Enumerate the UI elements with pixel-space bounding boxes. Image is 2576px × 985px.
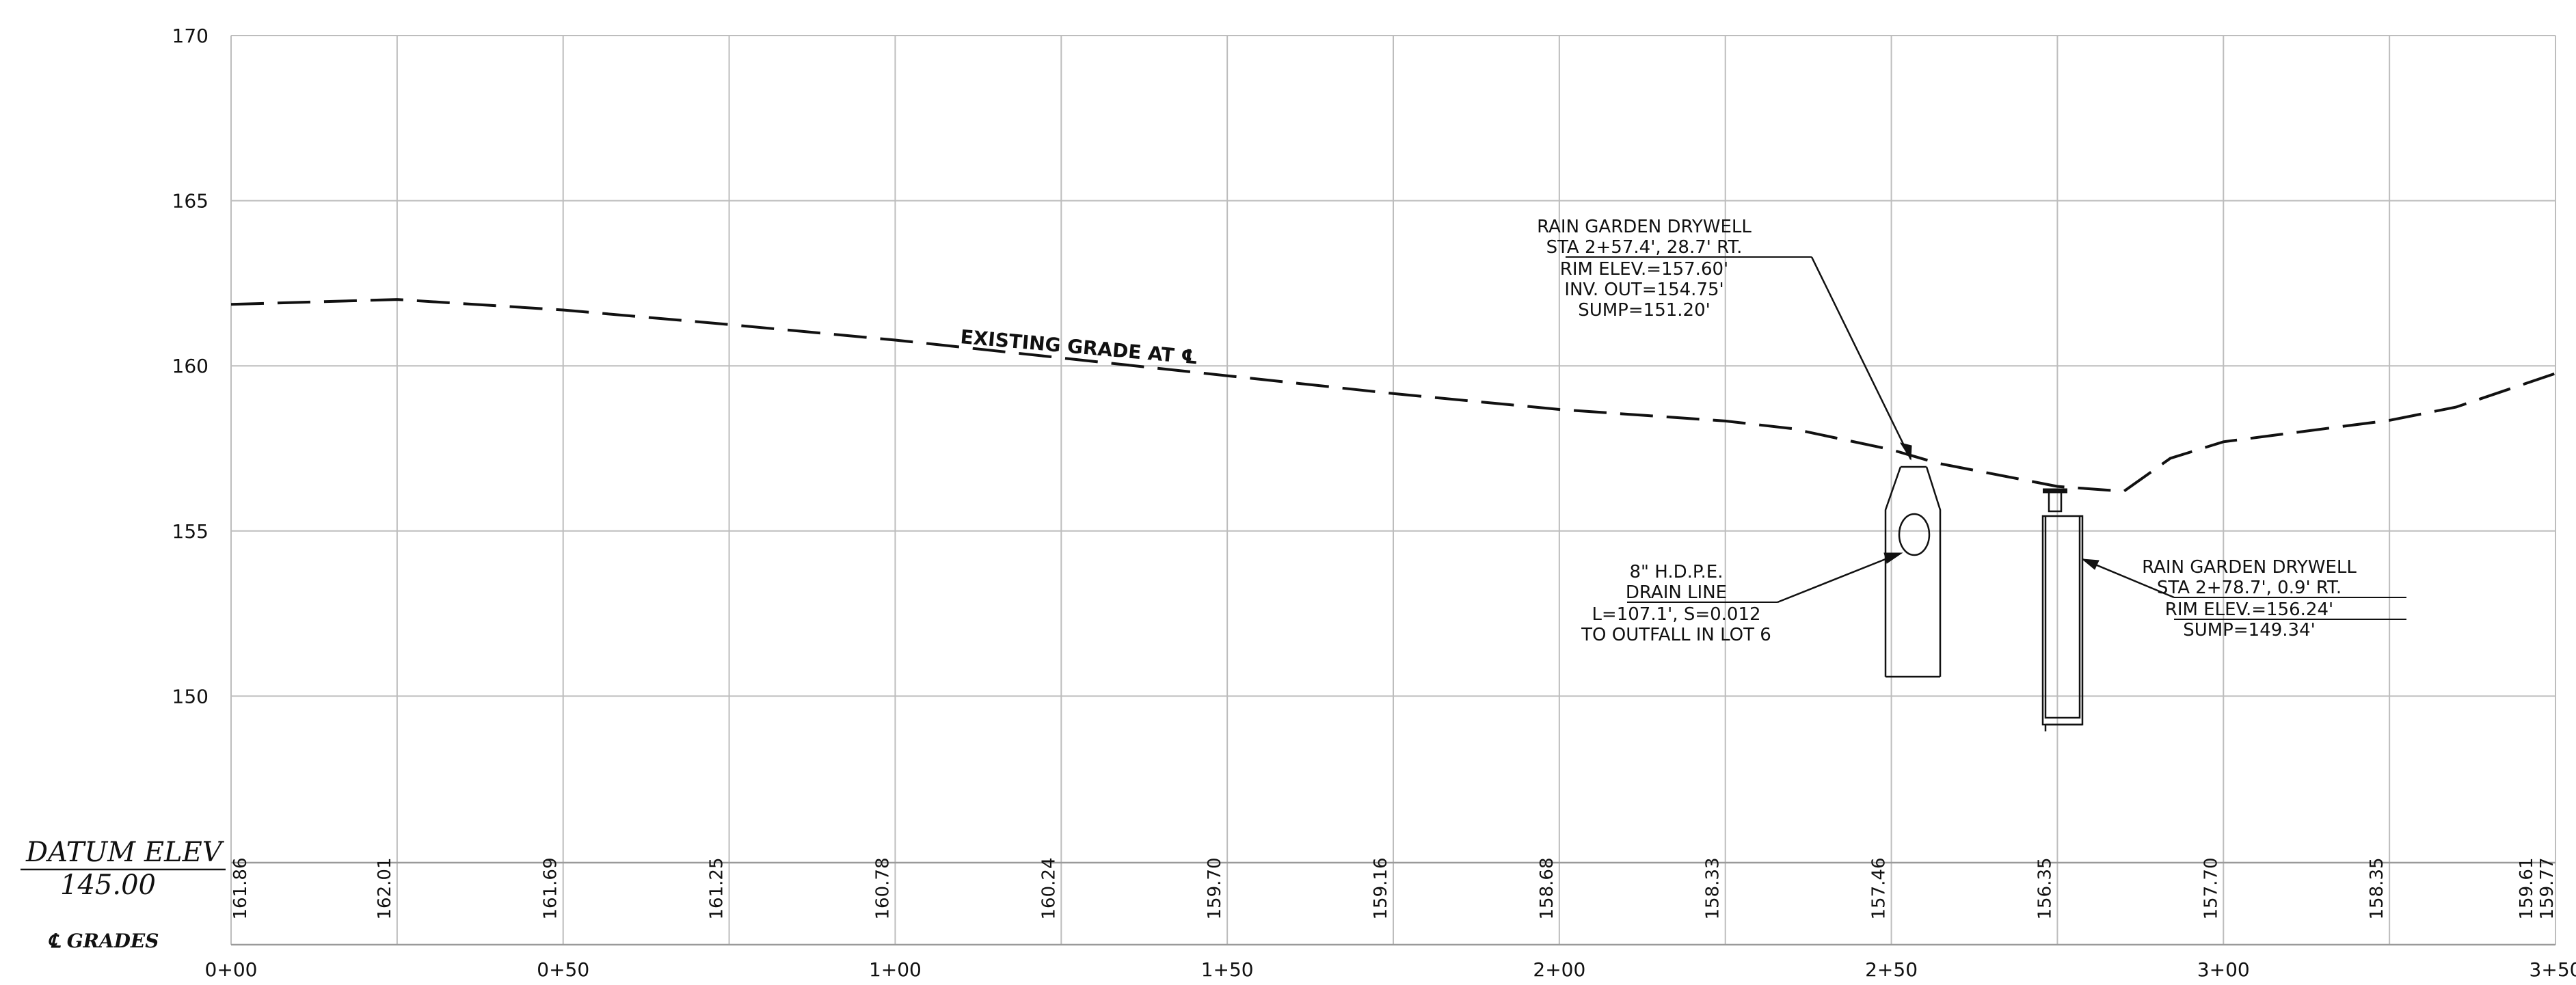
- grid: [230, 35, 2556, 946]
- datum-block: DATUM ELEV 145.00 ℄ GRADES: [21, 837, 226, 952]
- x-tick-label: 1+00: [869, 958, 922, 981]
- drain-line-1: 8" H.D.P.E.: [1630, 562, 1723, 582]
- drywell-2-line-4: SUMP=149.34': [2183, 620, 2316, 640]
- grade-value: 159.61: [2517, 858, 2537, 920]
- grade-value: 161.25: [707, 858, 727, 920]
- x-tick-label: 3+50: [2530, 958, 2576, 981]
- y-axis-labels: 170 165 160 155 150: [172, 25, 209, 707]
- grade-value: 157.70: [2201, 858, 2221, 920]
- grade-value: 157.46: [1869, 858, 1890, 920]
- drain-line-3: L=107.1', S=0.012: [1592, 604, 1760, 625]
- drywell-2-structure: [2041, 488, 2084, 731]
- grade-value: 159.70: [1205, 858, 1225, 920]
- y-tick-label: 150: [172, 685, 209, 707]
- grade-value: 158.68: [1537, 858, 1557, 920]
- drywell-2-callout: RAIN GARDEN DRYWELL STA 2+78.7', 0.9' RT…: [2081, 557, 2406, 640]
- grade-value: 156.35: [2035, 858, 2055, 920]
- x-tick-label: 0+50: [537, 958, 589, 981]
- drain-line-2: DRAIN LINE: [1626, 582, 1727, 603]
- drywell-2-line-2: STA 2+78.7', 0.9' RT.: [2157, 578, 2342, 598]
- grade-value: 158.33: [1703, 858, 1723, 920]
- datum-label: DATUM ELEV: [25, 837, 225, 868]
- grade-value: 159.16: [1371, 858, 1391, 920]
- drywell-2-line-3: RIM ELEV.=156.24': [2165, 599, 2333, 620]
- y-tick-label: 160: [172, 355, 209, 377]
- y-tick-label: 165: [172, 190, 209, 213]
- grade-value: 162.01: [375, 858, 395, 920]
- grade-value: 158.35: [2367, 858, 2387, 920]
- drywell-1-line-2: STA 2+57.4', 28.7' RT.: [1546, 237, 1743, 258]
- drain-callout: 8" H.D.P.E. DRAIN LINE L=107.1', S=0.012…: [1581, 552, 1903, 645]
- grade-value: 161.86: [230, 858, 251, 920]
- drywell-1-structure: [1884, 465, 1942, 678]
- drywell-1-line-3: RIM ELEV.=157.60': [1560, 259, 1728, 280]
- datum-value: 145.00: [60, 869, 156, 901]
- drywell-2-line-1: RAIN GARDEN DRYWELL: [2142, 557, 2357, 578]
- y-tick-label: 155: [172, 520, 209, 543]
- grade-value: 159.77: [2537, 858, 2558, 920]
- existing-grade-label: EXISTING GRADE AT ℄: [959, 325, 1198, 368]
- x-tick-label: 2+00: [1533, 958, 1585, 981]
- drywell-1-line-1: RAIN GARDEN DRYWELL: [1537, 217, 1752, 237]
- existing-grade-line: [230, 298, 2556, 493]
- x-tick-label: 2+50: [1865, 958, 1918, 981]
- x-tick-label: 1+50: [1201, 958, 1254, 981]
- drywell-1-line-4: INV. OUT=154.75': [1564, 280, 1723, 300]
- grades-label: ℄ GRADES: [48, 930, 159, 952]
- grade-value: 161.69: [541, 858, 561, 920]
- x-tick-label: 0+00: [205, 958, 258, 981]
- drywell-1-callout: RAIN GARDEN DRYWELL STA 2+57.4', 28.7' R…: [1537, 217, 1912, 461]
- grade-value: 160.78: [872, 858, 893, 920]
- x-axis-labels: 0+00 0+50 1+00 1+50 2+00 2+50 3+00 3+50: [205, 958, 2576, 981]
- drain-pipe-circle: [1898, 513, 1931, 556]
- drywell-1-line-5: SUMP=151.20': [1578, 300, 1710, 321]
- y-tick-label: 170: [172, 25, 209, 47]
- grade-values: 161.86 162.01 161.69 161.25 160.78 160.24 159.…: [230, 858, 2558, 920]
- grade-value: 160.24: [1038, 858, 1059, 920]
- drain-line-4: TO OUTFALL IN LOT 6: [1581, 625, 1771, 645]
- x-tick-label: 3+00: [2197, 958, 2250, 981]
